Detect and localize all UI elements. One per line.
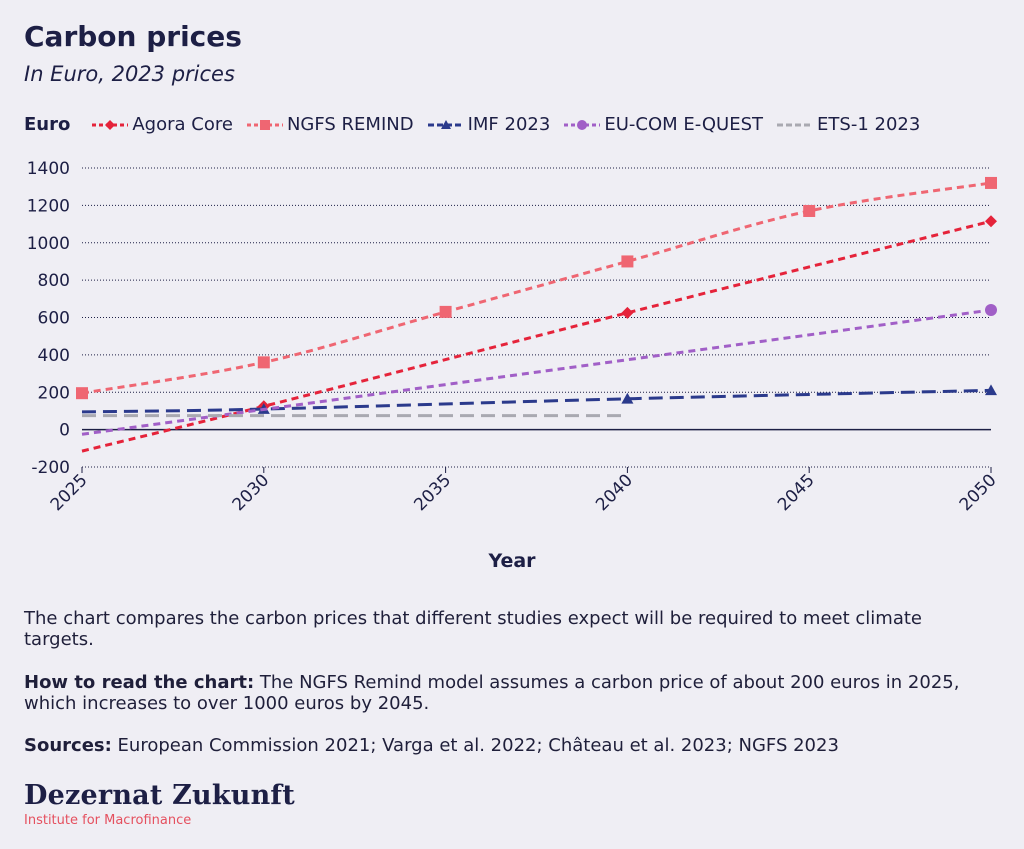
x-tick-label: 2040	[592, 470, 637, 515]
y-tick-label: 1400	[27, 159, 70, 179]
legend-swatch-icon	[92, 119, 129, 130]
y-tick-label: 200	[38, 383, 70, 403]
y-tick-label: 1200	[27, 196, 70, 216]
series-line	[81, 181, 992, 395]
y-tick-label: -200	[31, 458, 70, 478]
sources-label: Sources:	[24, 735, 112, 756]
how-to-read: How to read the chart: The NGFS Remind m…	[24, 672, 994, 714]
legend-label: IMF 2023	[467, 114, 551, 135]
legend-label: ETS-1 2023	[817, 114, 921, 135]
legend-marker-icon	[259, 119, 270, 130]
sources-text: European Commission 2021; Varga et al. 2…	[111, 735, 839, 756]
legend: Euro Agora Core NGFS REMIND IMF 2023 EU-COM…	[24, 114, 934, 135]
series-line	[81, 388, 992, 414]
legend-label: NGFS REMIND	[286, 114, 414, 135]
legend-item: ETS-1 2023	[777, 114, 920, 135]
y-tick-label: 800	[38, 271, 70, 291]
data-point	[803, 204, 816, 217]
data-point	[985, 176, 997, 189]
data-point	[76, 387, 88, 400]
how-to-read-text: The NGFS Remind model assumes a carbon p…	[24, 672, 960, 714]
y-tick-label: 400	[38, 346, 70, 366]
how-to-read-label: How to read the chart:	[24, 672, 255, 693]
legend-item: IMF 2023	[427, 114, 551, 135]
x-tick-label: 2045	[774, 470, 819, 515]
data-point	[439, 305, 452, 318]
chart-description: The chart compares the carbon prices tha…	[24, 608, 922, 650]
legend-swatch-icon	[564, 119, 601, 130]
series-line	[81, 308, 992, 436]
y-tick-label: 0	[59, 421, 70, 441]
data-point	[985, 304, 997, 317]
x-tick-label: 2050	[956, 470, 1001, 515]
legend-marker-icon	[577, 119, 588, 130]
legend-label: EU-COM E-QUEST	[604, 114, 764, 135]
data-point	[985, 384, 997, 396]
data-point	[621, 255, 634, 268]
legend-swatch-icon	[427, 119, 464, 129]
data-point	[985, 215, 997, 228]
legend-swatch-icon	[246, 119, 283, 130]
legend-marker-icon	[440, 119, 451, 129]
legend-swatch-icon	[777, 123, 814, 126]
legend-item: Agora Core	[92, 114, 233, 135]
legend-items: Agora Core NGFS REMIND IMF 2023 EU-COM E-QU…	[92, 114, 934, 135]
data-point	[257, 356, 270, 369]
sources: Sources: European Commission 2021; Varga…	[24, 735, 994, 756]
x-axis-label: Year	[488, 550, 536, 572]
legend-item: NGFS REMIND	[246, 114, 414, 135]
legend-label: Agora Core	[132, 114, 233, 135]
series-imf-2023	[81, 384, 997, 414]
y-tick-label: 1000	[27, 234, 70, 254]
chart-title: Carbon prices	[24, 20, 242, 53]
chart-subtitle: In Euro, 2023 prices	[24, 62, 235, 86]
x-tick-label: 2030	[229, 470, 274, 515]
y-axis-label: Euro	[24, 114, 71, 135]
legend-item: EU-COM E-QUEST	[564, 114, 763, 135]
series-ngfs-remind	[76, 176, 997, 400]
logo-tagline: Institute for Macrofinance	[24, 813, 192, 828]
data-point	[621, 306, 634, 319]
legend-marker-icon	[105, 119, 116, 130]
series-line	[81, 219, 992, 453]
data-point	[621, 392, 634, 404]
y-tick-label: 600	[38, 309, 70, 329]
series-eu-com-e-quest	[81, 304, 997, 436]
logo: Dezernat Zukunft	[24, 780, 295, 811]
x-tick-label: 2035	[410, 470, 455, 515]
